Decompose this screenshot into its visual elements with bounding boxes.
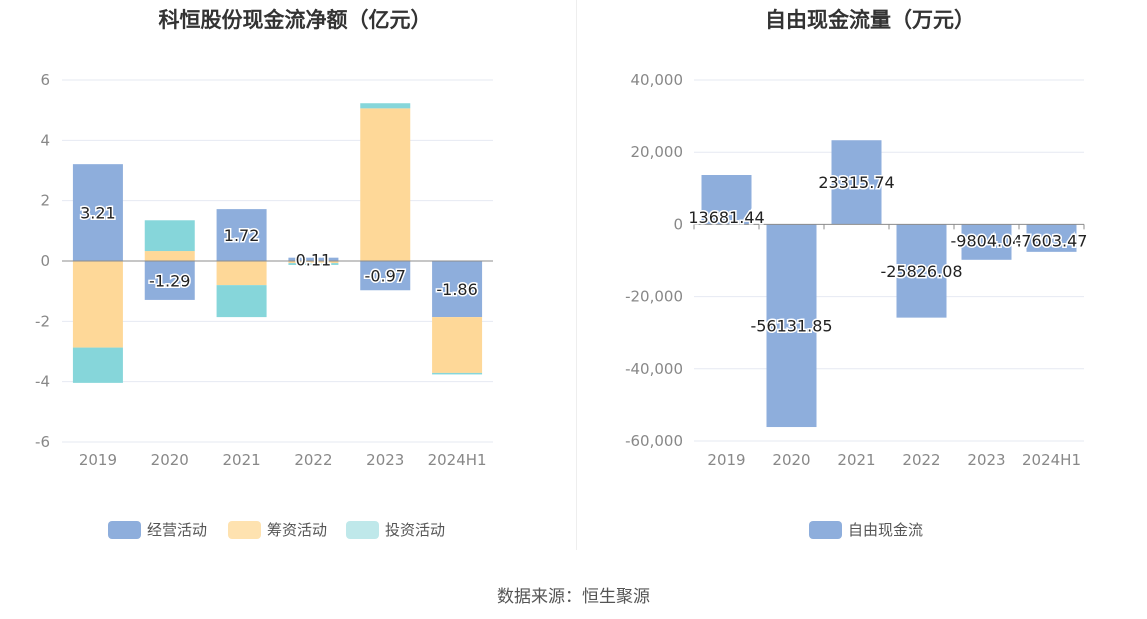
right-y-tick-label: 20,000 — [631, 143, 684, 161]
left-data-label: -1.86 — [436, 280, 477, 299]
right-y-tick-label: -60,000 — [625, 432, 683, 450]
left-bar-s1-2020 — [144, 251, 195, 261]
left-y-tick-label: 6 — [40, 71, 50, 89]
right-x-tick-label: 2022 — [902, 451, 940, 469]
left-y-tick-label: -4 — [35, 373, 50, 391]
right-x-tick-label: 2019 — [707, 451, 745, 469]
left-x-tick-label: 2022 — [294, 451, 332, 469]
left-bar-s2-2020 — [144, 220, 195, 252]
left-bar-s1-2023 — [360, 108, 411, 262]
legend-swatch-investing — [346, 520, 379, 539]
left-data-label: -0.97 — [365, 267, 406, 286]
right-data-label: -7603.47 — [1016, 231, 1088, 250]
left-bar-s0-2021 — [216, 209, 267, 261]
right-data-label: -25826.08 — [880, 262, 962, 281]
chart-divider — [576, 0, 577, 550]
legend-label-free-cash-flow: 自由现金流 — [848, 521, 924, 539]
left-y-tick-label: 2 — [40, 192, 50, 210]
left-bar-s1-2021 — [216, 261, 267, 286]
left-bar-s2-2024H1 — [432, 372, 483, 375]
legend-label-investing: 投资活动 — [385, 521, 446, 539]
left-data-label: 3.21 — [80, 204, 116, 223]
right-bar-2019 — [701, 175, 752, 225]
left-y-tick-label: 4 — [40, 131, 50, 149]
left-x-tick-label: 2024H1 — [428, 451, 487, 469]
left-x-tick-label: 2021 — [222, 451, 260, 469]
right-bar-2022 — [896, 224, 947, 318]
left-x-tick-label: 2020 — [151, 451, 189, 469]
legend-swatch-financing — [228, 520, 261, 539]
left-data-label: 1.72 — [224, 226, 260, 245]
left-bar-s2-2021 — [216, 285, 267, 318]
legend-swatch-operating — [108, 520, 141, 539]
left-x-tick-label: 2019 — [79, 451, 117, 469]
right-y-tick-label: -40,000 — [625, 360, 683, 378]
left-bar-s2-2023 — [360, 103, 411, 109]
left-x-tick-label: 2023 — [366, 451, 404, 469]
left-chart-title: 科恒股份现金流净额（亿元） — [158, 8, 432, 32]
right-data-label: -9804.04 — [951, 231, 1023, 250]
legend-swatch-free-cash-flow — [809, 520, 842, 539]
left-bar-s2-2019 — [72, 347, 123, 383]
right-x-tick-label: 2021 — [837, 451, 875, 469]
right-data-label: -56131.85 — [750, 317, 832, 336]
data-source-note: 数据来源：恒生聚源 — [497, 587, 650, 607]
right-y-tick-label: -20,000 — [625, 288, 683, 306]
left-y-tick-label: -6 — [35, 433, 50, 451]
left-y-tick-label: -2 — [35, 312, 50, 330]
right-bar-2024H1 — [1026, 224, 1077, 252]
legend-item-free-cash-flow[interactable]: 自由现金流 — [809, 519, 923, 540]
right-y-tick-label: 40,000 — [631, 71, 684, 89]
right-data-label: 13681.44 — [688, 208, 764, 227]
left-bar-s1-2019 — [72, 261, 123, 348]
left-bar-s1-2024H1 — [432, 317, 483, 373]
legend-item-investing[interactable]: 投资活动 — [346, 519, 445, 540]
right-bar-2021 — [831, 140, 882, 225]
left-data-label: -1.29 — [149, 271, 190, 290]
left-bar-s0-2019 — [72, 164, 123, 261]
legend-label-financing: 筹资活动 — [267, 521, 328, 539]
left-bar-s0-2024H1 — [432, 261, 483, 318]
right-data-label: 23315.74 — [818, 173, 894, 192]
right-x-tick-label: 2023 — [967, 451, 1005, 469]
left-bar-s1-2022 — [288, 261, 339, 264]
right-bar-2020 — [766, 224, 817, 428]
right-chart-title: 自由现金流量（万元） — [765, 8, 975, 32]
left-bar-s0-2022 — [288, 257, 339, 261]
left-bar-s0-2020 — [144, 261, 195, 300]
right-y-tick-label: 0 — [673, 215, 683, 233]
right-x-tick-label: 2020 — [772, 451, 810, 469]
left-bar-s2-2022 — [288, 263, 339, 265]
right-bar-2023 — [961, 224, 1012, 260]
left-data-label: 0.11 — [296, 250, 332, 269]
left-y-tick-label: 0 — [40, 252, 50, 270]
legend-item-operating[interactable]: 经营活动 — [108, 519, 207, 540]
legend-label-operating: 经营活动 — [147, 521, 208, 539]
left-bar-s0-2023 — [360, 261, 411, 291]
right-x-tick-label: 2024H1 — [1022, 451, 1081, 469]
legend-item-financing[interactable]: 筹资活动 — [228, 519, 327, 540]
